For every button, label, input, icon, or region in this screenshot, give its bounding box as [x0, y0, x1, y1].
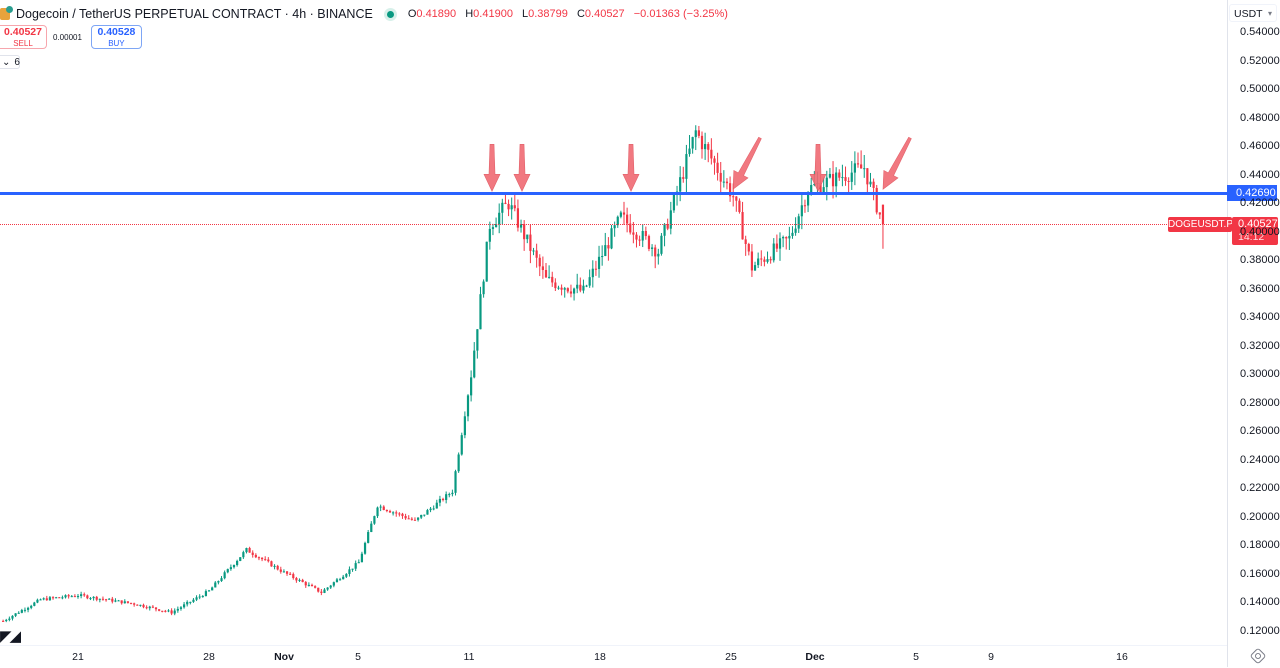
high-label: H	[465, 8, 474, 20]
high-value: 0.41900	[473, 8, 513, 20]
price-tick-label: 0.22000	[1240, 482, 1280, 495]
price-tick-label: 0.32000	[1240, 339, 1280, 352]
arrow-annotation[interactable]	[483, 143, 501, 192]
price-tick-label: 0.12000	[1240, 624, 1280, 637]
dogecoin-logo-icon	[0, 6, 13, 20]
time-tick-label: Dec	[805, 651, 825, 663]
price-tick-label: 0.24000	[1240, 453, 1280, 466]
price-tick-label: 0.50000	[1240, 83, 1280, 96]
ohlc-values: O0.41890 H0.41900 L0.38799 C0.40527 −0.0…	[408, 8, 734, 20]
chevron-down-icon: ▾	[1267, 9, 1272, 18]
price-tick-label: 0.16000	[1240, 567, 1280, 580]
price-tick-label: 0.14000	[1240, 596, 1280, 609]
price-tick-label: 0.46000	[1240, 140, 1280, 153]
price-axis[interactable]	[1227, 0, 1280, 667]
last-price-tag: 0.40527 14:12	[1232, 217, 1278, 246]
price-tick-label: 0.30000	[1240, 368, 1280, 381]
buy-button[interactable]: 0.40528 BUY	[90, 25, 142, 49]
symbol-header: Dogecoin / TetherUS PERPETUAL CONTRACT ·…	[0, 0, 1225, 28]
price-tick-label: 0.26000	[1240, 425, 1280, 438]
time-tick-label: 11	[463, 651, 475, 663]
last-price-line	[0, 224, 1227, 226]
low-value: 0.38799	[528, 8, 568, 20]
arrow-annotation[interactable]	[726, 134, 767, 193]
spread-value: 0.00001	[53, 32, 82, 42]
price-tick-label: 0.42000	[1240, 197, 1280, 210]
price-tick-label: 0.40000	[1240, 225, 1280, 238]
indicators-count: 6	[14, 56, 20, 68]
buy-label: BUY	[108, 39, 125, 48]
open-label: O	[407, 8, 417, 20]
time-tick-label: 5	[913, 651, 919, 663]
price-tick-label: 0.36000	[1240, 282, 1280, 295]
arrow-annotation[interactable]	[876, 134, 917, 193]
currency-label: USDT	[1234, 8, 1263, 20]
open-value: 0.41890	[416, 8, 457, 20]
arrow-annotation[interactable]	[513, 143, 531, 192]
low-label: L	[522, 8, 529, 20]
time-axis[interactable]	[0, 645, 1227, 668]
price-tick-label: 0.28000	[1240, 396, 1280, 409]
close-label: C	[576, 8, 585, 20]
time-tick-label: 28	[203, 651, 215, 663]
arrow-annotation[interactable]	[809, 143, 827, 192]
sell-label: SELL	[13, 39, 33, 48]
symbol-title[interactable]: Dogecoin / TetherUS PERPETUAL CONTRACT ·…	[16, 7, 373, 21]
price-tick-label: 0.34000	[1240, 311, 1280, 324]
market-status-icon[interactable]	[386, 10, 394, 18]
sell-price: 0.40527	[4, 26, 42, 38]
symbol-price-tag: DOGEUSDT.P	[1168, 216, 1234, 232]
price-tick-label: 0.54000	[1240, 26, 1280, 38]
sell-button[interactable]: 0.40527 SELL	[0, 25, 47, 49]
buy-price: 0.40528	[97, 26, 136, 38]
time-tick-label: 21	[72, 651, 84, 663]
resistance-price-tag: 0.42690	[1227, 185, 1277, 202]
price-tick-label: 0.18000	[1240, 539, 1280, 552]
time-tick-label: 16	[1116, 651, 1128, 663]
time-tick-label: 18	[594, 651, 606, 663]
currency-select[interactable]: USDT ▾	[1229, 4, 1277, 22]
chevron-down-icon: ⌄	[2, 56, 11, 68]
price-tick-label: 0.52000	[1240, 54, 1280, 67]
close-value: 0.40527	[584, 8, 625, 20]
last-price-value: 0.40527	[1238, 218, 1278, 231]
price-tick-label: 0.44000	[1240, 168, 1280, 181]
candlestick-chart[interactable]	[0, 0, 1227, 645]
time-tick-label: 25	[725, 651, 737, 663]
arrow-annotation[interactable]	[622, 143, 640, 192]
resistance-line[interactable]	[0, 191, 1227, 195]
tradingview-logo-icon[interactable]: ◤◢	[0, 627, 21, 645]
price-tick-label: 0.48000	[1240, 111, 1280, 124]
time-tick-label: Nov	[274, 651, 294, 663]
indicators-toggle[interactable]: ⌄ 6	[0, 55, 20, 69]
price-tick-label: 0.38000	[1240, 254, 1280, 267]
trade-panel: 0.40527 SELL 0.00001 0.40528 BUY	[0, 25, 142, 49]
candle-countdown: 14:12	[1238, 231, 1265, 244]
price-tick-label: 0.20000	[1240, 510, 1280, 523]
time-tick-label: 5	[355, 651, 361, 663]
change-value: −0.01363 (−3.25%)	[633, 8, 728, 20]
time-tick-label: 9	[988, 651, 994, 663]
